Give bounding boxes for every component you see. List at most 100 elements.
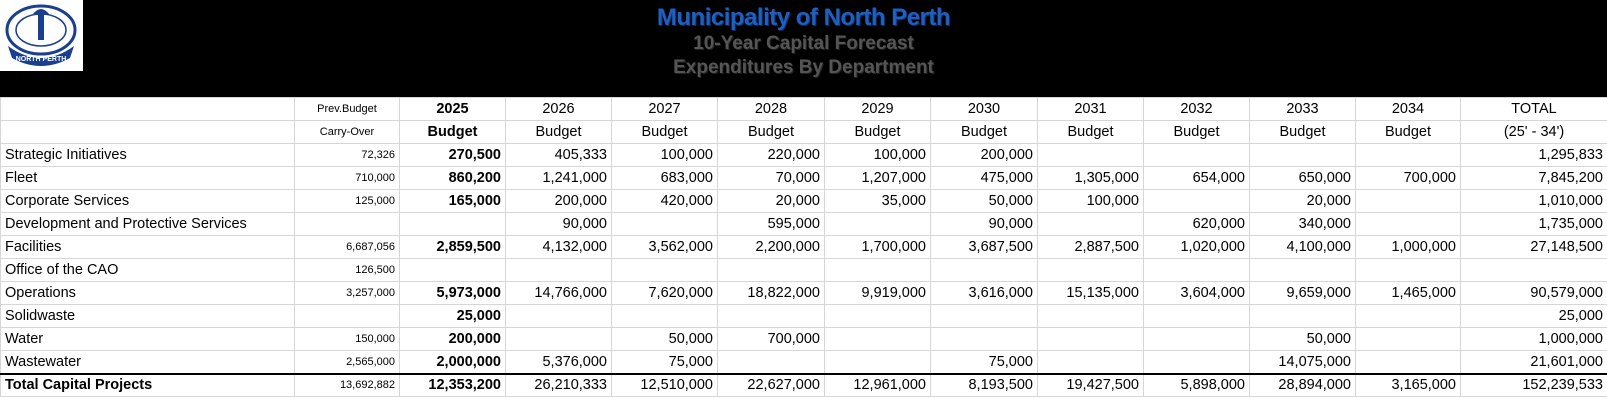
column-header-cell: Budget: [930, 120, 1038, 144]
value-cell: 200,000: [505, 189, 612, 213]
value-cell: 9,919,000: [824, 281, 931, 305]
value-cell: 1,020,000: [1143, 235, 1250, 259]
value-cell: 4,100,000: [1249, 235, 1356, 259]
value-cell: 90,000: [930, 212, 1038, 236]
value-cell: 100,000: [824, 143, 931, 167]
value-cell: 1,207,000: [824, 166, 931, 190]
value-cell: [399, 212, 506, 236]
value-cell: 595,000: [717, 212, 825, 236]
value-cell: 4,132,000: [505, 235, 612, 259]
value-cell: 700,000: [717, 327, 825, 351]
table-row: Fleet 710,000 860,200 1,241,000 683,000 70,00…: [0, 166, 1607, 190]
value-cell: 72,326: [294, 143, 400, 167]
table-row: Strategic Initiatives 72,326 270,500 405,33…: [0, 143, 1607, 167]
column-header-cell: 2027: [611, 97, 718, 121]
value-cell: [399, 258, 506, 282]
value-cell: 3,257,000: [294, 281, 400, 305]
column-header-cell: 2028: [717, 97, 825, 121]
value-cell: 7,845,200: [1460, 166, 1607, 190]
value-cell: 220,000: [717, 143, 825, 167]
total-value-cell: 28,894,000: [1249, 372, 1356, 397]
value-cell: [1037, 327, 1144, 351]
value-cell: 50,000: [611, 327, 718, 351]
value-cell: 1,000,000: [1355, 235, 1461, 259]
value-cell: 1,295,833: [1460, 143, 1607, 167]
column-header-cell: TOTAL: [1460, 97, 1607, 121]
value-cell: 126,500: [294, 258, 400, 282]
value-cell: 70,000: [717, 166, 825, 190]
column-header-row-1: Prev.Budget 2025 2026 2027 2028 2029 2030 2031 2…: [0, 97, 1607, 121]
column-header-cell: 2029: [824, 97, 931, 121]
value-cell: 420,000: [611, 189, 718, 213]
value-cell: 75,000: [930, 350, 1038, 374]
value-cell: [824, 327, 931, 351]
value-cell: 6,687,056: [294, 235, 400, 259]
value-cell: 654,000: [1143, 166, 1250, 190]
column-header-cell: Budget: [1143, 120, 1250, 144]
value-cell: 2,200,000: [717, 235, 825, 259]
value-cell: [1249, 143, 1356, 167]
department-label: Wastewater: [0, 350, 295, 374]
value-cell: [611, 258, 718, 282]
column-header-cell: 2030: [930, 97, 1038, 121]
column-header-cell: Carry-Over: [294, 120, 400, 144]
value-cell: [1355, 327, 1461, 351]
total-value-cell: 26,210,333: [505, 372, 612, 397]
column-header-cell: 2025: [399, 97, 506, 121]
department-label: Office of the CAO: [0, 258, 295, 282]
column-header-cell: Budget: [399, 120, 506, 144]
column-header-cell: 2033: [1249, 97, 1356, 121]
value-cell: [505, 258, 612, 282]
value-cell: 18,822,000: [717, 281, 825, 305]
value-cell: [1037, 143, 1144, 167]
department-label: Water: [0, 327, 295, 351]
value-cell: [294, 212, 400, 236]
capital-forecast-table: Prev.Budget 2025 2026 2027 2028 2029 2030 2031 2…: [0, 97, 1607, 397]
value-cell: [1143, 327, 1250, 351]
department-label: Strategic Initiatives: [0, 143, 295, 167]
value-cell: 14,766,000: [505, 281, 612, 305]
value-cell: [505, 304, 612, 328]
value-cell: 14,075,000: [1249, 350, 1356, 374]
value-cell: [1249, 304, 1356, 328]
value-cell: 340,000: [1249, 212, 1356, 236]
report-subtitle-department: Expenditures By Department: [673, 57, 934, 78]
value-cell: 20,000: [1249, 189, 1356, 213]
table-row: Wastewater 2,565,000 2,000,000 5,376,000 75,…: [0, 350, 1607, 374]
header-blank-cell: [0, 97, 295, 121]
value-cell: [930, 258, 1038, 282]
table-row: Facilities 6,687,056 2,859,500 4,132,000 3,5…: [0, 235, 1607, 259]
value-cell: 1,700,000: [824, 235, 931, 259]
value-cell: 27,148,500: [1460, 235, 1607, 259]
column-header-cell: Budget: [1355, 120, 1461, 144]
value-cell: 1,305,000: [1037, 166, 1144, 190]
value-cell: [1143, 258, 1250, 282]
value-cell: 5,973,000: [399, 281, 506, 305]
value-cell: [717, 258, 825, 282]
value-cell: [930, 304, 1038, 328]
value-cell: 2,887,500: [1037, 235, 1144, 259]
table-row: Development and Protective Services 90,00…: [0, 212, 1607, 236]
column-header-cell: Budget: [1037, 120, 1144, 144]
department-label: Facilities: [0, 235, 295, 259]
value-cell: 9,659,000: [1249, 281, 1356, 305]
value-cell: 3,687,500: [930, 235, 1038, 259]
value-cell: [824, 304, 931, 328]
value-cell: [717, 350, 825, 374]
value-cell: 683,000: [611, 166, 718, 190]
column-header-cell: Prev.Budget: [294, 97, 400, 121]
value-cell: 165,000: [399, 189, 506, 213]
value-cell: 21,601,000: [1460, 350, 1607, 374]
value-cell: [824, 350, 931, 374]
value-cell: 710,000: [294, 166, 400, 190]
value-cell: [1143, 304, 1250, 328]
total-label: Total Capital Projects: [0, 372, 295, 397]
table-row: Office of the CAO 126,500: [0, 258, 1607, 282]
total-value-cell: 13,692,882: [294, 372, 400, 397]
value-cell: 700,000: [1355, 166, 1461, 190]
table-row: Solidwaste 25,000 25,000: [0, 304, 1607, 328]
value-cell: [1355, 350, 1461, 374]
value-cell: 50,000: [1249, 327, 1356, 351]
value-cell: 2,565,000: [294, 350, 400, 374]
value-cell: 7,620,000: [611, 281, 718, 305]
